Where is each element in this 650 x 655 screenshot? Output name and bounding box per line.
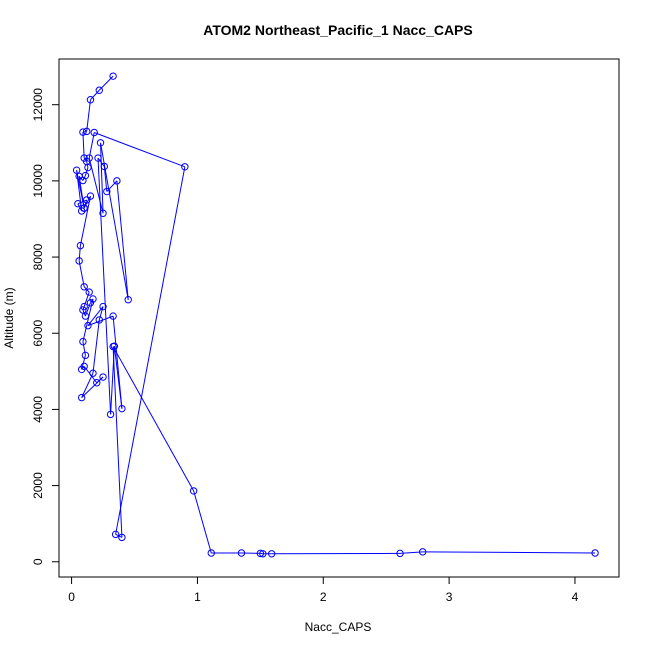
chart-title: ATOM2 Northeast_Pacific_1 Nacc_CAPS xyxy=(203,22,472,38)
y-tick-label: 8000 xyxy=(31,243,45,270)
x-tick-label: 4 xyxy=(572,590,579,604)
y-tick-label: 2000 xyxy=(31,472,45,499)
x-axis-label: Nacc_CAPS xyxy=(305,620,372,634)
y-tick-label: 10000 xyxy=(31,164,45,198)
x-tick-label: 0 xyxy=(68,590,75,604)
y-axis-label: Altitude (m) xyxy=(2,287,16,348)
y-tick-label: 0 xyxy=(31,558,45,565)
x-tick-label: 3 xyxy=(446,590,453,604)
y-tick-label: 12000 xyxy=(31,88,45,122)
y-tick-label: 4000 xyxy=(31,396,45,423)
x-tick-label: 1 xyxy=(194,590,201,604)
y-tick-label: 6000 xyxy=(31,320,45,347)
x-tick-label: 2 xyxy=(320,590,327,604)
